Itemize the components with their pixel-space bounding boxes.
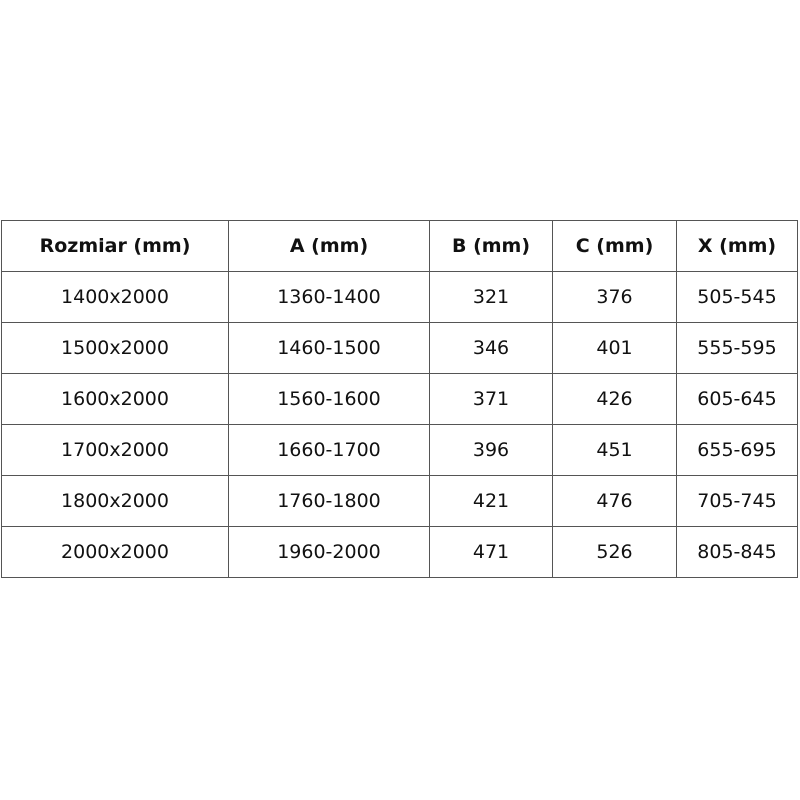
table-cell: 346	[429, 322, 553, 374]
table-row: 1500x2000 1460-1500 346 401 555-595	[1, 322, 798, 374]
table-cell: 555-595	[676, 322, 798, 374]
table-cell: 321	[429, 271, 553, 323]
column-header: X (mm)	[676, 220, 798, 272]
table-cell: 421	[429, 475, 553, 527]
column-header: C (mm)	[552, 220, 677, 272]
table-row: 1700x2000 1660-1700 396 451 655-695	[1, 424, 798, 476]
table-cell: 505-545	[676, 271, 798, 323]
table-cell: 1460-1500	[228, 322, 430, 374]
table-cell: 1800x2000	[1, 475, 229, 527]
table-cell: 1360-1400	[228, 271, 430, 323]
table-cell: 1960-2000	[228, 526, 430, 578]
table-row: 2000x2000 1960-2000 471 526 805-845	[1, 526, 798, 578]
table-cell: 401	[552, 322, 677, 374]
column-header: A (mm)	[228, 220, 430, 272]
table-cell: 1560-1600	[228, 373, 430, 425]
table-cell: 371	[429, 373, 553, 425]
table-cell: 1760-1800	[228, 475, 430, 527]
table-row: 1400x2000 1360-1400 321 376 505-545	[1, 271, 798, 323]
table-cell: 476	[552, 475, 677, 527]
table-cell: 376	[552, 271, 677, 323]
table-cell: 1700x2000	[1, 424, 229, 476]
table-cell: 1500x2000	[1, 322, 229, 374]
table-cell: 1660-1700	[228, 424, 430, 476]
table-row: 1800x2000 1760-1800 421 476 705-745	[1, 475, 798, 527]
table-cell: 1400x2000	[1, 271, 229, 323]
column-header: B (mm)	[429, 220, 553, 272]
table-cell: 605-645	[676, 373, 798, 425]
table-cell: 471	[429, 526, 553, 578]
table-cell: 805-845	[676, 526, 798, 578]
column-header: Rozmiar (mm)	[1, 220, 229, 272]
table-row: 1600x2000 1560-1600 371 426 605-645	[1, 373, 798, 425]
header-row: Rozmiar (mm) A (mm) B (mm) C (mm) X (mm)	[1, 220, 798, 272]
table-cell: 655-695	[676, 424, 798, 476]
table-cell: 526	[552, 526, 677, 578]
table-cell: 2000x2000	[1, 526, 229, 578]
table-cell: 1600x2000	[1, 373, 229, 425]
table-cell: 396	[429, 424, 553, 476]
table-cell: 426	[552, 373, 677, 425]
dimensions-table: Rozmiar (mm) A (mm) B (mm) C (mm) X (mm) 140…	[1, 220, 798, 578]
table-cell: 451	[552, 424, 677, 476]
table-cell: 705-745	[676, 475, 798, 527]
